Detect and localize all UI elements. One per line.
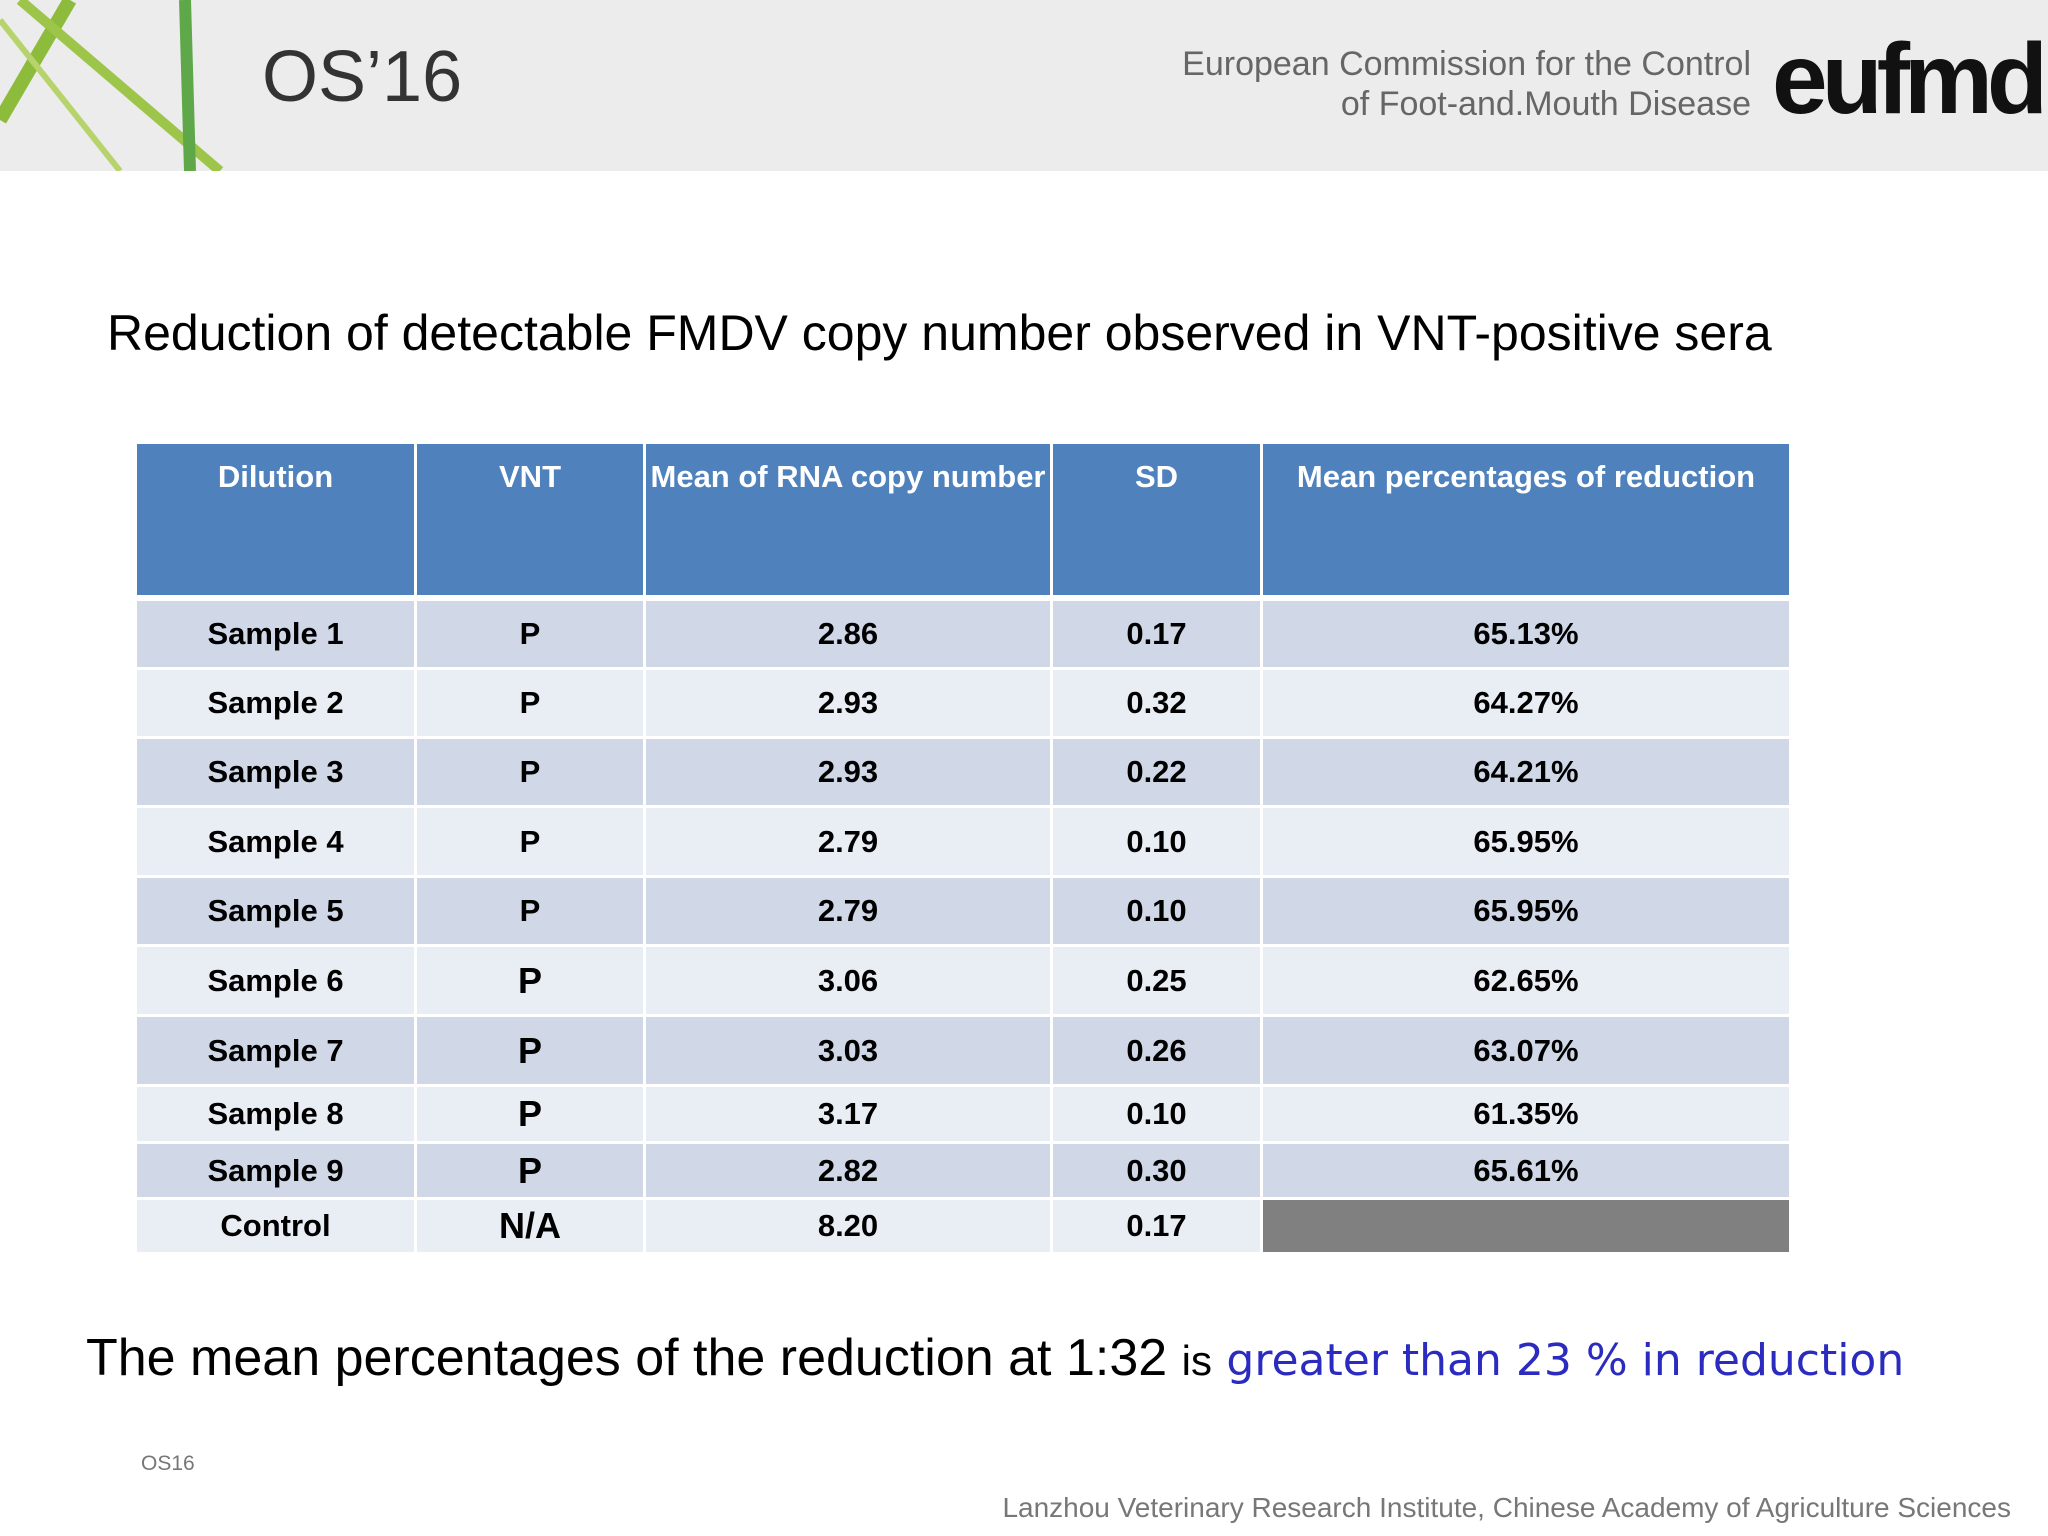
table-cell: 0.17: [1053, 601, 1260, 667]
table-cell: Sample 4: [137, 808, 414, 875]
table-cell: Sample 5: [137, 878, 414, 944]
table-cell: N/A: [417, 1200, 643, 1252]
table-cell: 2.86: [646, 601, 1050, 667]
table-cell: P: [417, 878, 643, 944]
table-cell: 3.17: [646, 1087, 1050, 1141]
org-line: of Foot-and.Mouth Disease: [1340, 85, 1751, 123]
table-cell: 62.65%: [1263, 947, 1789, 1014]
table-cell: 3.06: [646, 947, 1050, 1014]
footer-code: OS16: [141, 1452, 195, 1475]
event-name: OS’16: [262, 37, 463, 117]
table-cell: P: [417, 1144, 643, 1197]
table-cell: 0.30: [1053, 1144, 1260, 1197]
org-name: European Commission for the Control of F…: [1182, 44, 1751, 124]
conclusion: The mean percentages of the reduction at…: [86, 1328, 1904, 1388]
header-band: OS’16 European Commission for the Contro…: [0, 0, 2048, 171]
table-cell: P: [417, 947, 643, 1014]
table-cell: 64.21%: [1263, 739, 1789, 805]
table-cell: P: [417, 601, 643, 667]
column-header: SD: [1053, 444, 1260, 595]
column-header: Mean percentages of reduction: [1263, 444, 1789, 595]
table-cell: Sample 1: [137, 601, 414, 667]
logo: eufmd: [1772, 23, 2048, 135]
table-cell: 0.32: [1053, 670, 1260, 736]
table-cell: Control: [137, 1200, 414, 1252]
table-cell: Sample 8: [137, 1087, 414, 1141]
table-cell: 2.79: [646, 878, 1050, 944]
conclusion-lead: The mean percentages of the reduction at…: [86, 1329, 1168, 1387]
table-cell: 0.10: [1053, 878, 1260, 944]
conclusion-verb: is: [1181, 1337, 1212, 1384]
table-cell: 63.07%: [1263, 1017, 1789, 1084]
footer-institute: Lanzhou Veterinary Research Institute, C…: [1002, 1492, 2011, 1523]
table-cell: Sample 9: [137, 1144, 414, 1197]
table-cell: 2.93: [646, 739, 1050, 805]
table-cell: 3.03: [646, 1017, 1050, 1084]
table-cell: 61.35%: [1263, 1087, 1789, 1141]
table-cell: 65.95%: [1263, 808, 1789, 875]
table-cell: 65.13%: [1263, 601, 1789, 667]
table-cell: Sample 6: [137, 947, 414, 1014]
column-header: VNT: [417, 444, 643, 595]
empty-cell: [1263, 1200, 1789, 1252]
table-cell: 0.26: [1053, 1017, 1260, 1084]
table-cell: 0.22: [1053, 739, 1260, 805]
table-cell: 8.20: [646, 1200, 1050, 1252]
table-cell: 2.93: [646, 670, 1050, 736]
table-cell: P: [417, 1017, 643, 1084]
table-cell: P: [417, 1087, 643, 1141]
table-cell: 2.82: [646, 1144, 1050, 1197]
conclusion-highlight: greater than 23 % in reduction: [1226, 1335, 1905, 1386]
table-cell: P: [417, 670, 643, 736]
table-cell: P: [417, 808, 643, 875]
header-decoration: [0, 0, 224, 171]
table-cell: P: [417, 739, 643, 805]
table-cell: 65.95%: [1263, 878, 1789, 944]
table-cell: Sample 3: [137, 739, 414, 805]
table-cell: 0.10: [1053, 808, 1260, 875]
table-cell: Sample 2: [137, 670, 414, 736]
column-header: Mean of RNA copy number: [646, 444, 1050, 595]
table-cell: 0.10: [1053, 1087, 1260, 1141]
table-cell: 2.79: [646, 808, 1050, 875]
table-cell: 0.25: [1053, 947, 1260, 1014]
table-cell: 64.27%: [1263, 670, 1789, 736]
org-line: European Commission for the Control: [1182, 45, 1751, 83]
table-cell: Sample 7: [137, 1017, 414, 1084]
column-header: Dilution: [137, 444, 414, 595]
slide-title: Reduction of detectable FMDV copy number…: [107, 305, 1772, 361]
table-cell: 65.61%: [1263, 1144, 1789, 1197]
table-cell: 0.17: [1053, 1200, 1260, 1252]
